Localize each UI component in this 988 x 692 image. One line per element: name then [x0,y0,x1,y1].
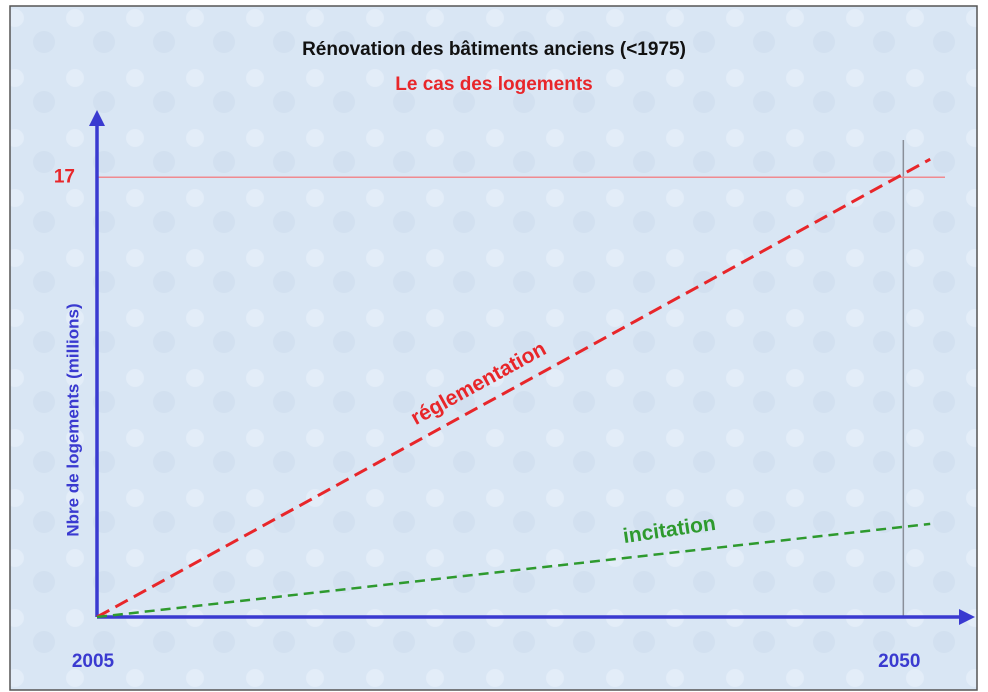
line-series [96,157,931,619]
line-series [96,522,931,619]
y-axis-arrow [89,110,105,126]
x-tick-label: 2005 [72,651,115,672]
chart-subtitle: Le cas des logements [395,74,592,95]
chart-background [9,5,978,691]
chart-title: Rénovation des bâtiments anciens (<1975) [302,39,686,60]
y-tick-label: 17 [54,166,75,187]
x-tick-label: 2050 [878,651,920,672]
y-axis-label: Nbre de logements (millions) [63,303,82,536]
x-axis-arrow [959,609,975,625]
